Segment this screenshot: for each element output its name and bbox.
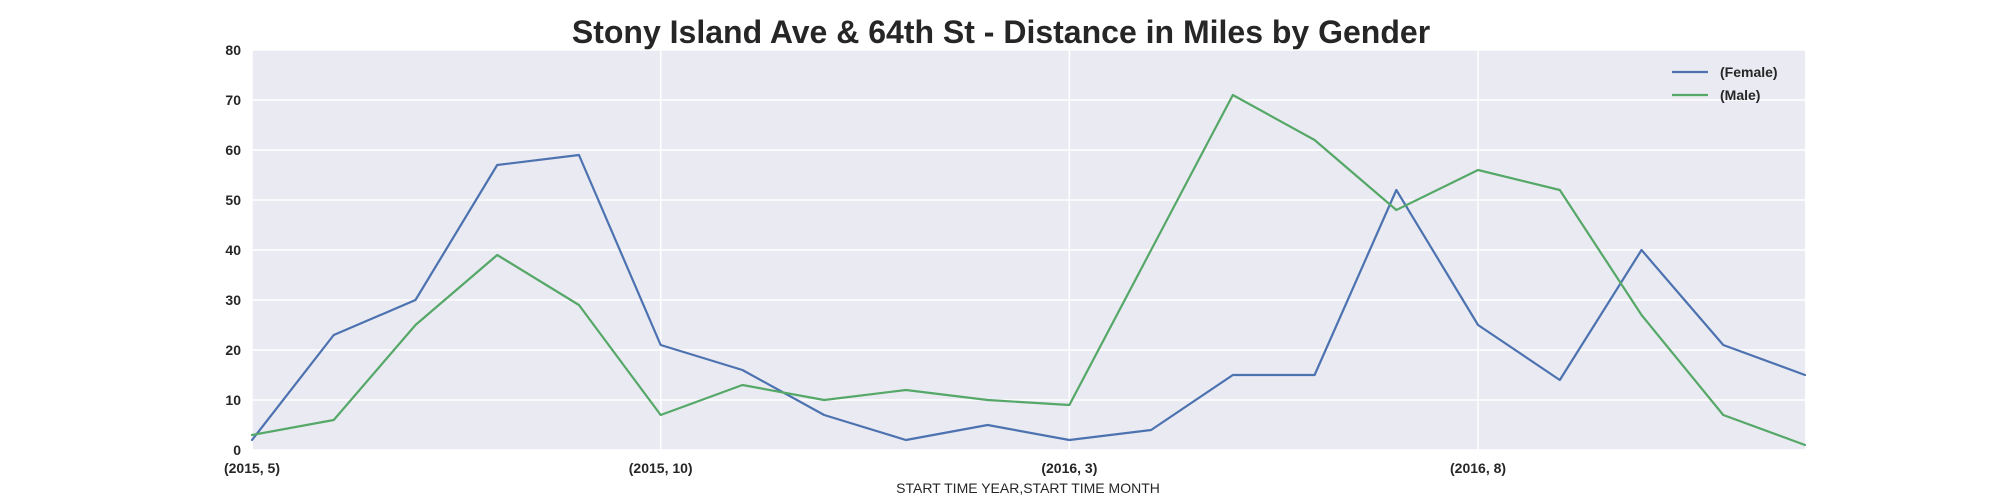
legend-label: (Male) [1720, 87, 1760, 103]
legend-label: (Female) [1720, 64, 1778, 80]
y-tick-label: 60 [225, 142, 241, 158]
y-tick-label: 0 [233, 442, 241, 458]
series-line-0 [250, 153, 1807, 442]
x-axis-label: START TIME YEAR,START TIME MONTH [896, 480, 1160, 496]
x-tick-label: (2016, 8) [1450, 460, 1506, 476]
y-tick-label: 70 [225, 92, 241, 108]
y-tick-label: 30 [225, 292, 241, 308]
series-line-1 [250, 93, 1807, 447]
y-tick-label: 50 [225, 192, 241, 208]
y-axis: 0 10 20 30 40 50 60 70 80 [225, 42, 241, 458]
y-tick-label: 80 [225, 42, 241, 58]
y-tick-label: 40 [225, 242, 241, 258]
x-tick-label: (2016, 3) [1041, 460, 1097, 476]
legend: (Female) (Male) [1672, 64, 1778, 103]
x-axis: (2015, 5) (2015, 10) (2016, 3) (2016, 8) [224, 460, 1506, 476]
y-tick-label: 20 [225, 342, 241, 358]
x-tick-label: (2015, 10) [629, 460, 693, 476]
chart-title: Stony Island Ave & 64th St - Distance in… [572, 14, 1430, 50]
y-tick-label: 10 [225, 392, 241, 408]
x-tick-label: (2015, 5) [224, 460, 280, 476]
series-layer [250, 93, 1807, 447]
grid [251, 49, 1805, 451]
